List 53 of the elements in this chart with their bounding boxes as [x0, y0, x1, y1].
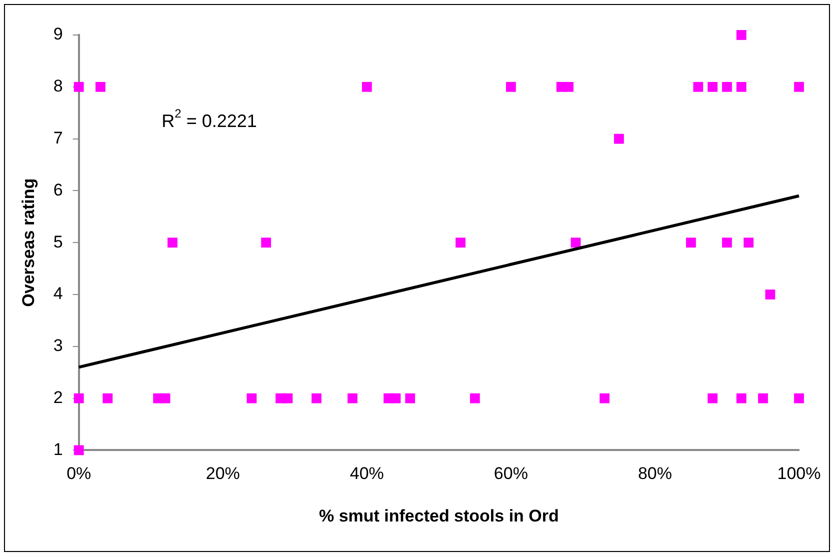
point — [102, 393, 113, 404]
y-axis-title: Overseas rating — [18, 178, 38, 307]
point — [736, 82, 746, 92]
point — [470, 393, 480, 404]
y-tick-label: 5 — [53, 232, 63, 252]
point — [390, 393, 401, 404]
y-tick-label: 9 — [53, 24, 63, 44]
x-tick-label: 60% — [494, 464, 528, 484]
x-tick-label: 100% — [777, 464, 821, 484]
point — [614, 134, 624, 144]
point — [744, 238, 754, 248]
x-axis-title: % smut infected stools in Ord — [318, 506, 559, 526]
point — [736, 30, 746, 40]
point — [74, 82, 84, 92]
y-tick-label: 2 — [53, 388, 63, 407]
point — [282, 393, 293, 404]
point — [261, 238, 272, 248]
y-tick-label: 6 — [53, 180, 63, 200]
point — [758, 393, 768, 404]
point — [348, 393, 358, 404]
point — [312, 393, 322, 404]
point — [362, 82, 372, 92]
point — [570, 238, 581, 248]
y-tick-label: 8 — [53, 76, 63, 96]
y-tick-label: 3 — [53, 336, 63, 356]
x-tick-label: 0% — [66, 464, 92, 484]
point — [506, 82, 516, 92]
point — [686, 238, 696, 248]
point — [564, 82, 574, 92]
point — [160, 393, 170, 404]
point — [168, 238, 178, 248]
y-tick-label: 4 — [53, 284, 63, 304]
point — [405, 393, 416, 404]
point — [708, 393, 718, 404]
point — [246, 393, 257, 404]
point — [456, 238, 466, 248]
point — [794, 82, 804, 92]
point — [722, 238, 732, 248]
point — [708, 82, 718, 92]
x-tick-label: 80% — [638, 464, 672, 484]
point — [600, 393, 610, 404]
point — [74, 445, 84, 456]
x-tick-label: 40% — [350, 464, 384, 484]
point — [794, 393, 804, 404]
point — [765, 290, 776, 300]
point — [693, 82, 704, 92]
point — [96, 82, 106, 92]
point — [74, 393, 84, 404]
y-tick-label: 7 — [53, 128, 63, 148]
point — [722, 82, 732, 92]
y-tick-label: 1 — [53, 440, 63, 459]
x-tick-label: 20% — [206, 464, 240, 484]
point — [736, 393, 746, 404]
